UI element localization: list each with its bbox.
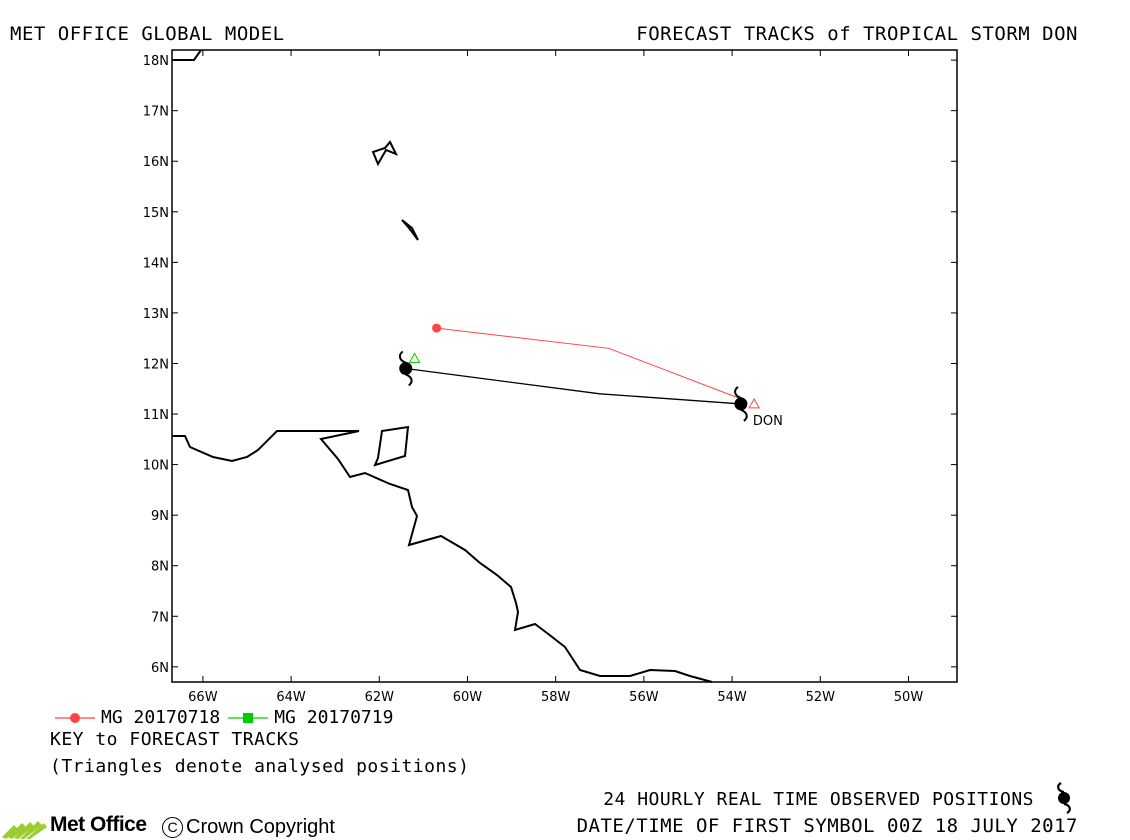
analysed-position-marker xyxy=(748,397,760,409)
tracks-layer: DON xyxy=(398,323,783,429)
map-frame xyxy=(171,49,958,683)
copyright-icon: C xyxy=(162,817,183,838)
legend: MG 20170718 MG 20170719 xyxy=(55,707,401,730)
observed-track-line xyxy=(405,367,741,405)
lat-tick-label: 10N xyxy=(143,459,169,474)
lat-tick-label: 9N xyxy=(151,509,169,524)
lon-tick-label: 66W xyxy=(188,690,218,705)
header-right-title: FORECAST TRACKS of TROPICAL STORM DON xyxy=(636,23,1078,45)
storm-name-label: DON xyxy=(753,414,783,429)
forecast-end-marker xyxy=(432,323,442,333)
lon-tick-label: 64W xyxy=(276,690,306,705)
legend-item: MG 20170718 xyxy=(55,707,220,728)
lon-tick-label: 54W xyxy=(717,690,747,705)
lat-tick-label: 14N xyxy=(143,256,169,271)
coastline-trinidad xyxy=(373,425,410,467)
lat-tick-label: 12N xyxy=(143,357,169,372)
island-martinique xyxy=(371,140,399,167)
lat-tick-label: 6N xyxy=(151,661,169,676)
copyright: C Crown Copyright xyxy=(162,816,335,839)
lat-tick-label: 8N xyxy=(151,560,169,575)
lat-tick-label: 16N xyxy=(143,155,169,170)
key-note: (Triangles denote analysed positions) xyxy=(50,756,470,777)
lon-tick-label: 60W xyxy=(453,690,483,705)
lat-tick-label: 17N xyxy=(143,105,169,120)
hurricane-symbol-icon xyxy=(398,350,413,387)
first-symbol-date-note: DATE/TIME OF FIRST SYMBOL 00Z 18 JULY 20… xyxy=(576,815,1078,837)
key-title: KEY to FORECAST TRACKS xyxy=(50,729,300,750)
hurricane-symbol-icon xyxy=(734,386,748,422)
legend-item: MG 20170719 xyxy=(228,707,393,728)
brand-name: Met Office xyxy=(50,813,147,836)
lat-tick-label: 15N xyxy=(143,206,169,221)
lat-tick-label: 18N xyxy=(143,54,169,69)
legend-line-icon xyxy=(228,712,269,723)
legend-label: MG 20170719 xyxy=(274,707,394,728)
lon-tick-label: 50W xyxy=(894,690,924,705)
observed-positions-note: 24 HOURLY REAL TIME OBSERVED POSITIONS xyxy=(603,789,1034,810)
lon-tick-label: 52W xyxy=(806,690,836,705)
coastline-south-america xyxy=(172,430,713,683)
met-office-brand: Met Office xyxy=(0,811,147,839)
legend-label: MG 20170718 xyxy=(101,707,221,728)
hurricane-symbol-icon xyxy=(1057,782,1071,814)
forecast-track-line xyxy=(436,327,742,400)
island-st-lucia xyxy=(401,219,419,241)
copyright-text: Crown Copyright xyxy=(186,816,335,838)
coastline-north-corner xyxy=(172,49,202,61)
lat-tick-label: 7N xyxy=(151,610,169,625)
axis-ticks: 6N 7N 8N 9N 10N 11N 12N 13N 14N 15N 16N 17N 18N 66W 64… xyxy=(143,50,957,705)
lat-tick-label: 13N xyxy=(143,307,169,322)
lon-tick-label: 58W xyxy=(541,690,571,705)
legend-line-icon xyxy=(55,712,95,723)
analysed-position-marker xyxy=(408,352,421,363)
coastline xyxy=(172,49,713,683)
lat-tick-label: 11N xyxy=(143,408,169,423)
met-office-logo-icon xyxy=(2,821,47,839)
header-left-title: MET OFFICE GLOBAL MODEL xyxy=(10,23,285,45)
lon-tick-label: 56W xyxy=(629,690,659,705)
lon-tick-label: 62W xyxy=(365,690,395,705)
